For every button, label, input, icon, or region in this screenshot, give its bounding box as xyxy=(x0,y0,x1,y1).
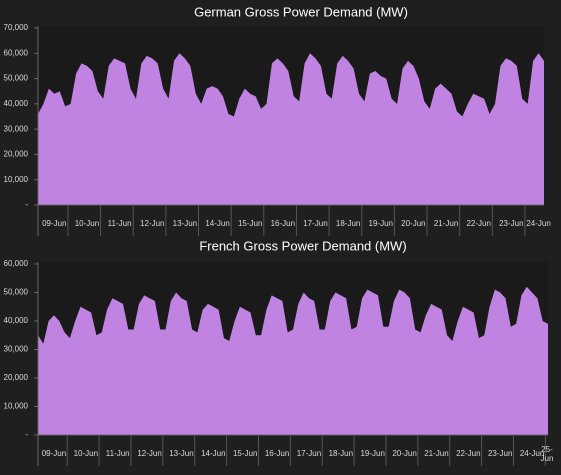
y-tick-label: - xyxy=(25,200,28,209)
x-tick-label: 11-Jun xyxy=(108,219,132,228)
y-tick-label: 30,000 xyxy=(4,345,29,354)
y-tick-label: 50,000 xyxy=(4,74,29,83)
x-tick-label: 12-Jun xyxy=(137,449,161,458)
x-tick-label: 12-Jun xyxy=(140,219,164,228)
x-tick-label: 24-Jun xyxy=(526,219,550,228)
y-tick-label: 40,000 xyxy=(4,99,29,108)
x-tick-label: 16-Jun xyxy=(265,449,289,458)
x-tick-label: 21-Jun xyxy=(424,449,448,458)
x-tick-label: 20-Jun xyxy=(392,449,416,458)
x-tick-label: 18-Jun xyxy=(336,219,360,228)
x-tick-label: 09-Jun xyxy=(42,219,66,228)
x-tick-label: 14-Jun xyxy=(201,449,225,458)
area xyxy=(38,286,548,435)
x-tick-label: 10-Jun xyxy=(74,449,98,458)
x-tick-label: 09-Jun xyxy=(42,449,66,458)
x-tick-label: 22-Jun xyxy=(466,219,490,228)
x-tick-label: 19-Jun xyxy=(369,219,393,228)
x-tick-label: 23-Jun xyxy=(488,449,512,458)
x-tick-label: 11-Jun xyxy=(106,449,130,458)
x-tick-label: 14-Jun xyxy=(205,219,229,228)
y-tick-label: 30,000 xyxy=(4,124,29,133)
y-tick-label: 10,000 xyxy=(4,402,29,411)
x-tick-label: 19-Jun xyxy=(360,449,384,458)
y-tick-label: 50,000 xyxy=(4,288,29,297)
chart-title: German Gross Power Demand (MW) xyxy=(194,4,408,19)
x-tick-label: 24-Jun xyxy=(520,449,544,458)
y-tick-label: 60,000 xyxy=(4,259,29,268)
y-tick-label: 20,000 xyxy=(4,150,29,159)
y-tick-label: 10,000 xyxy=(4,175,29,184)
chart-title: French Gross Power Demand (MW) xyxy=(199,238,406,253)
x-tick-label: 13-Jun xyxy=(173,219,197,228)
area xyxy=(38,53,544,206)
y-tick-label: 60,000 xyxy=(4,48,29,57)
x-tick-label: 25-Jun xyxy=(541,445,554,463)
y-tick-label: - xyxy=(25,430,28,439)
y-tick-label: 20,000 xyxy=(4,373,29,382)
x-tick-label: 16-Jun xyxy=(271,219,295,228)
x-tick-label: 23-Jun xyxy=(499,219,523,228)
x-tick-label: 21-Jun xyxy=(434,219,458,228)
x-tick-label: 22-Jun xyxy=(456,449,480,458)
x-tick-label: 15-Jun xyxy=(238,219,262,228)
x-tick-label: 17-Jun xyxy=(297,449,321,458)
x-tick-label: 20-Jun xyxy=(401,219,425,228)
y-tick-label: 70,000 xyxy=(4,23,29,32)
x-tick-label: 15-Jun xyxy=(233,449,257,458)
x-tick-label: 17-Jun xyxy=(303,219,327,228)
x-tick-label: 13-Jun xyxy=(169,449,193,458)
x-tick-label: 10-Jun xyxy=(75,219,99,228)
y-tick-label: 40,000 xyxy=(4,316,29,325)
x-tick-label: 18-Jun xyxy=(329,449,353,458)
